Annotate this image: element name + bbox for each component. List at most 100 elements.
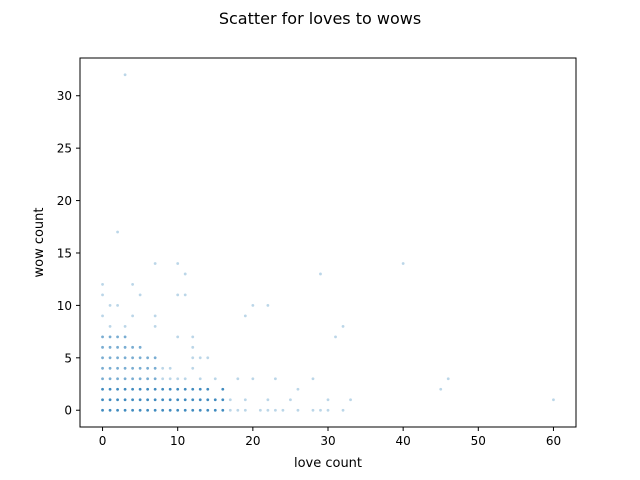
data-point [236,408,240,412]
data-point [206,408,210,412]
data-point [311,377,315,381]
x-tick-label: 60 [546,434,561,448]
data-point [101,377,104,381]
data-point [131,377,135,381]
data-point [123,377,127,381]
data-point [138,356,142,360]
data-point [116,356,119,360]
data-point [161,366,165,370]
data-point [123,324,127,328]
data-point [101,366,104,370]
data-point [161,398,165,402]
data-point [446,377,450,381]
data-point [191,345,195,349]
data-point [108,304,112,307]
y-tick-label: 5 [64,351,72,365]
data-point [552,398,555,402]
data-point [123,335,127,339]
data-point [221,398,225,402]
data-point [319,408,322,412]
data-point [168,387,172,391]
data-point [266,408,270,412]
data-point [228,398,232,402]
data-point [401,262,405,265]
x-tick-label: 40 [396,434,411,448]
data-point [131,387,135,391]
data-point [153,366,157,370]
data-point [153,324,157,328]
data-point [116,304,119,307]
x-tick-label: 20 [245,434,260,448]
data-point [101,387,104,391]
data-point [161,387,165,391]
data-point [191,408,195,412]
data-point [176,262,180,265]
data-point [251,377,255,381]
data-point [131,345,135,349]
data-point [101,314,104,318]
data-point [108,408,112,412]
data-point [123,345,127,349]
data-point [243,398,247,402]
data-point [116,230,119,234]
data-point [198,377,202,381]
data-point [176,398,180,402]
data-point [123,387,127,391]
data-point [168,366,172,370]
data-point [101,408,104,412]
data-point [349,398,352,402]
y-tick-label: 30 [57,89,72,103]
data-point [266,304,270,307]
data-point [131,314,135,318]
data-point [183,377,187,381]
data-point [101,335,104,339]
data-point [183,387,187,391]
y-tick-label: 0 [64,404,72,418]
data-point [168,398,172,402]
data-point [228,408,232,412]
data-point [341,408,345,412]
data-point [341,324,345,328]
data-point [176,387,180,391]
data-point [213,398,217,402]
data-point [116,408,119,412]
data-point [116,377,119,381]
x-axis-label: love count [294,456,362,471]
data-point [289,398,292,402]
data-point [273,408,277,412]
data-point [138,345,142,349]
data-point [221,387,225,391]
data-point [116,345,119,349]
data-point [101,356,104,360]
data-point [153,398,157,402]
data-point [153,314,157,318]
data-point [146,366,150,370]
data-point [123,398,127,402]
data-point [206,398,210,402]
data-point [258,408,262,412]
data-point [108,324,112,328]
data-point [198,387,202,391]
x-tick-label: 10 [170,434,185,448]
data-point [123,356,127,360]
data-point [296,408,300,412]
y-tick-label: 15 [57,246,72,260]
data-point [153,262,157,265]
data-point [168,408,172,412]
data-point [108,366,112,370]
data-point [183,272,187,276]
data-point [206,356,210,360]
data-point [138,366,142,370]
data-point [138,377,142,381]
data-point [176,377,180,381]
data-point [153,387,157,391]
data-point [123,408,127,412]
y-axis: 0 5 10 15 20 25 30 [57,89,80,418]
data-point [311,408,315,412]
data-point [183,398,187,402]
data-point [326,398,330,402]
data-point [101,293,104,297]
y-tick-label: 20 [57,194,72,208]
data-point [251,304,255,307]
